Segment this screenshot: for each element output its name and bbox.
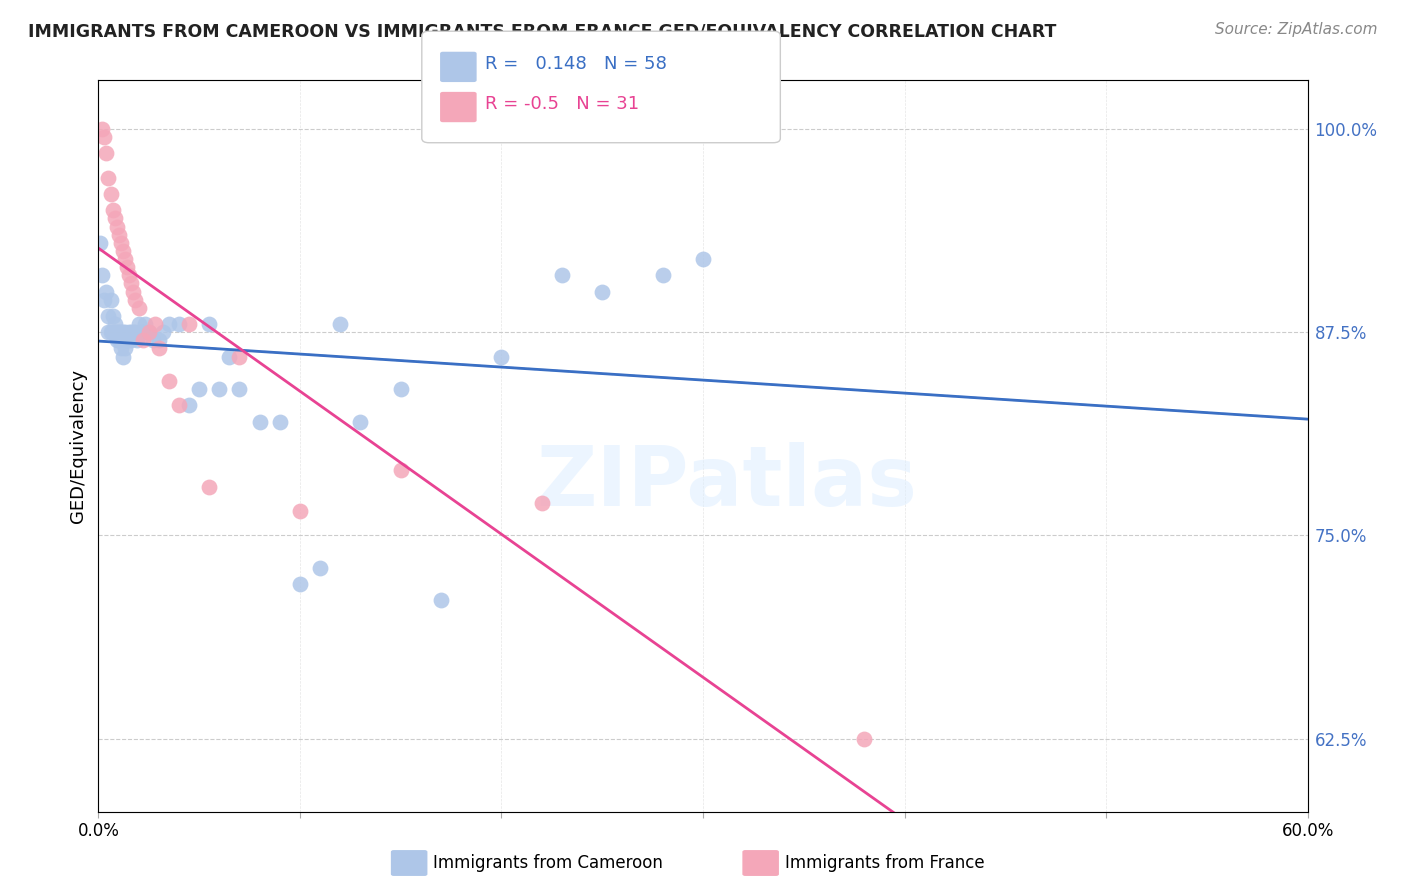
- Point: [120, 334, 142, 348]
- Point: [101, 309, 124, 323]
- Point: [115, 260, 138, 275]
- Point: [288, 577, 311, 591]
- Point: [132, 325, 155, 339]
- Point: [100, 325, 122, 339]
- Point: [110, 342, 132, 356]
- Point: [179, 398, 201, 412]
- Point: [128, 301, 150, 315]
- Point: [269, 415, 291, 429]
- Point: [120, 325, 142, 339]
- Point: [142, 334, 165, 348]
- Text: R =   0.148   N = 58: R = 0.148 N = 58: [485, 55, 666, 73]
- Point: [430, 593, 453, 607]
- Point: [228, 350, 250, 364]
- Point: [97, 309, 120, 323]
- Point: [309, 561, 332, 575]
- Point: [100, 187, 122, 202]
- Point: [103, 211, 125, 226]
- Point: [118, 325, 141, 339]
- Point: [288, 504, 311, 518]
- Point: [530, 496, 553, 510]
- Point: [138, 325, 160, 339]
- Point: [96, 146, 118, 161]
- Point: [208, 382, 231, 396]
- Point: [118, 268, 141, 283]
- Point: [110, 325, 132, 339]
- Text: Immigrants from Cameroon: Immigrants from Cameroon: [433, 854, 662, 871]
- Point: [143, 317, 166, 331]
- Point: [349, 415, 371, 429]
- Point: [97, 325, 120, 339]
- Point: [651, 268, 673, 283]
- Point: [188, 382, 211, 396]
- Point: [101, 203, 124, 218]
- Point: [120, 277, 142, 291]
- Point: [152, 325, 174, 339]
- Point: [114, 342, 136, 356]
- Point: [111, 325, 134, 339]
- Point: [128, 317, 150, 331]
- Point: [329, 317, 352, 331]
- Point: [105, 219, 128, 234]
- Point: [91, 122, 114, 136]
- Point: [124, 293, 146, 307]
- Point: [132, 334, 155, 348]
- Point: [97, 170, 120, 185]
- Point: [103, 325, 125, 339]
- Point: [93, 130, 115, 145]
- Point: [129, 325, 152, 339]
- Point: [551, 268, 574, 283]
- Point: [157, 374, 180, 388]
- Point: [100, 293, 122, 307]
- Point: [121, 325, 143, 339]
- Point: [114, 252, 136, 266]
- Point: [179, 317, 201, 331]
- Point: [101, 325, 124, 339]
- Point: [138, 325, 160, 339]
- Point: [107, 325, 129, 339]
- Point: [93, 293, 115, 307]
- Point: [167, 317, 190, 331]
- Point: [167, 398, 190, 412]
- Text: Immigrants from France: Immigrants from France: [785, 854, 984, 871]
- Point: [124, 325, 146, 339]
- Point: [107, 334, 129, 348]
- Point: [89, 235, 111, 250]
- Point: [249, 415, 271, 429]
- Point: [115, 334, 138, 348]
- Point: [228, 382, 250, 396]
- Point: [96, 285, 118, 299]
- Point: [491, 350, 513, 364]
- Text: ZIPatlas: ZIPatlas: [537, 442, 918, 523]
- Y-axis label: GED/Equivalency: GED/Equivalency: [69, 369, 87, 523]
- Point: [111, 244, 134, 258]
- Point: [111, 350, 134, 364]
- Point: [103, 317, 125, 331]
- Point: [105, 325, 128, 339]
- Point: [157, 317, 180, 331]
- Text: Source: ZipAtlas.com: Source: ZipAtlas.com: [1215, 22, 1378, 37]
- Point: [125, 334, 148, 348]
- Point: [121, 285, 143, 299]
- Point: [198, 317, 221, 331]
- Text: IMMIGRANTS FROM CAMEROON VS IMMIGRANTS FROM FRANCE GED/EQUIVALENCY CORRELATION C: IMMIGRANTS FROM CAMEROON VS IMMIGRANTS F…: [28, 22, 1056, 40]
- Point: [389, 463, 412, 477]
- Point: [218, 350, 240, 364]
- Point: [91, 268, 114, 283]
- Text: R = -0.5   N = 31: R = -0.5 N = 31: [485, 95, 640, 113]
- Point: [389, 382, 412, 396]
- Point: [134, 317, 156, 331]
- Point: [198, 480, 221, 494]
- Point: [107, 227, 129, 242]
- Point: [105, 334, 128, 348]
- Point: [853, 731, 876, 746]
- Point: [148, 334, 170, 348]
- Point: [692, 252, 714, 266]
- Point: [110, 235, 132, 250]
- Point: [148, 342, 170, 356]
- Point: [591, 285, 613, 299]
- Point: [114, 325, 136, 339]
